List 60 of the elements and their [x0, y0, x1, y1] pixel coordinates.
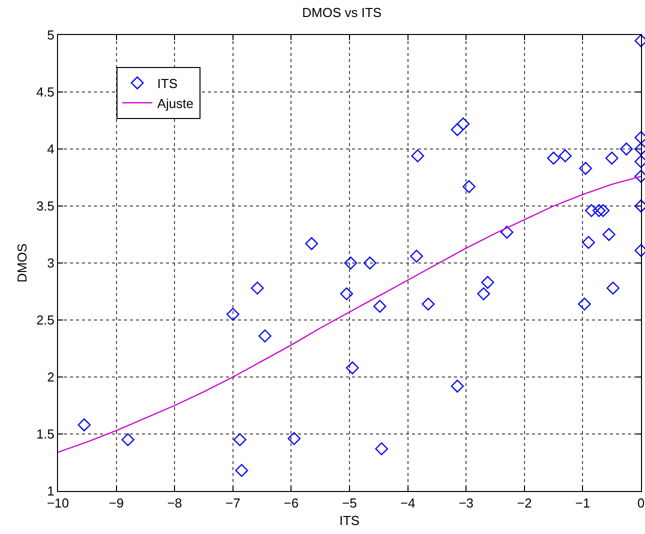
- point: [346, 361, 359, 374]
- y-tick-label: 2: [47, 370, 54, 385]
- point: [477, 287, 490, 300]
- x-tick-label: −4: [400, 496, 416, 511]
- point: [578, 298, 591, 310]
- point: [579, 162, 592, 175]
- x-tick-label: 0: [637, 496, 645, 511]
- point: [288, 432, 301, 446]
- x-axis-title: ITS: [339, 513, 360, 528]
- y-tick-label: 3.5: [36, 198, 54, 214]
- x-tick-label: −1: [575, 496, 590, 511]
- x-tick-label: −6: [284, 496, 299, 511]
- legend-label: ITS: [157, 76, 178, 91]
- point: [422, 298, 435, 310]
- point: [344, 256, 358, 270]
- point: [500, 226, 514, 239]
- point: [462, 180, 476, 194]
- y-tick-label: 4.5: [36, 84, 54, 100]
- y-tick-label: 4: [47, 142, 54, 157]
- point: [582, 236, 595, 249]
- point: [547, 152, 560, 165]
- x-tick-label: −5: [342, 496, 357, 511]
- point: [233, 433, 246, 446]
- x-tick-label: −3: [458, 496, 474, 511]
- point: [481, 276, 494, 289]
- legend-label: Ajuste: [157, 96, 194, 111]
- point: [558, 149, 572, 162]
- x-tick-label: −2: [516, 496, 532, 511]
- x-tick-label: −7: [225, 496, 240, 511]
- point: [596, 204, 610, 218]
- point: [258, 330, 272, 342]
- point: [450, 123, 464, 136]
- y-axis-title: DMOS: [14, 243, 30, 282]
- point: [456, 117, 470, 130]
- point: [235, 464, 248, 477]
- point: [620, 142, 633, 156]
- point: [606, 282, 620, 295]
- point: [375, 442, 388, 456]
- x-tick-label: −9: [108, 496, 124, 511]
- point: [250, 282, 264, 295]
- point: [411, 149, 424, 162]
- point: [226, 308, 240, 321]
- point: [363, 256, 376, 270]
- point: [340, 287, 354, 300]
- y-tick-label: 2.5: [36, 312, 54, 328]
- chart-title: DMOS vs ITS: [302, 5, 382, 20]
- y-tick-label: 5: [47, 28, 54, 43]
- point: [605, 152, 618, 165]
- point: [305, 237, 318, 250]
- y-tick-label: 3: [47, 256, 54, 271]
- point: [585, 204, 598, 218]
- point: [373, 300, 386, 313]
- point: [450, 380, 464, 393]
- point: [602, 228, 616, 241]
- point: [592, 204, 606, 218]
- x-tick-label: −8: [167, 496, 182, 511]
- point: [410, 250, 423, 263]
- y-tick-label: 1.5: [36, 426, 54, 442]
- point: [78, 418, 91, 432]
- point: [122, 433, 134, 446]
